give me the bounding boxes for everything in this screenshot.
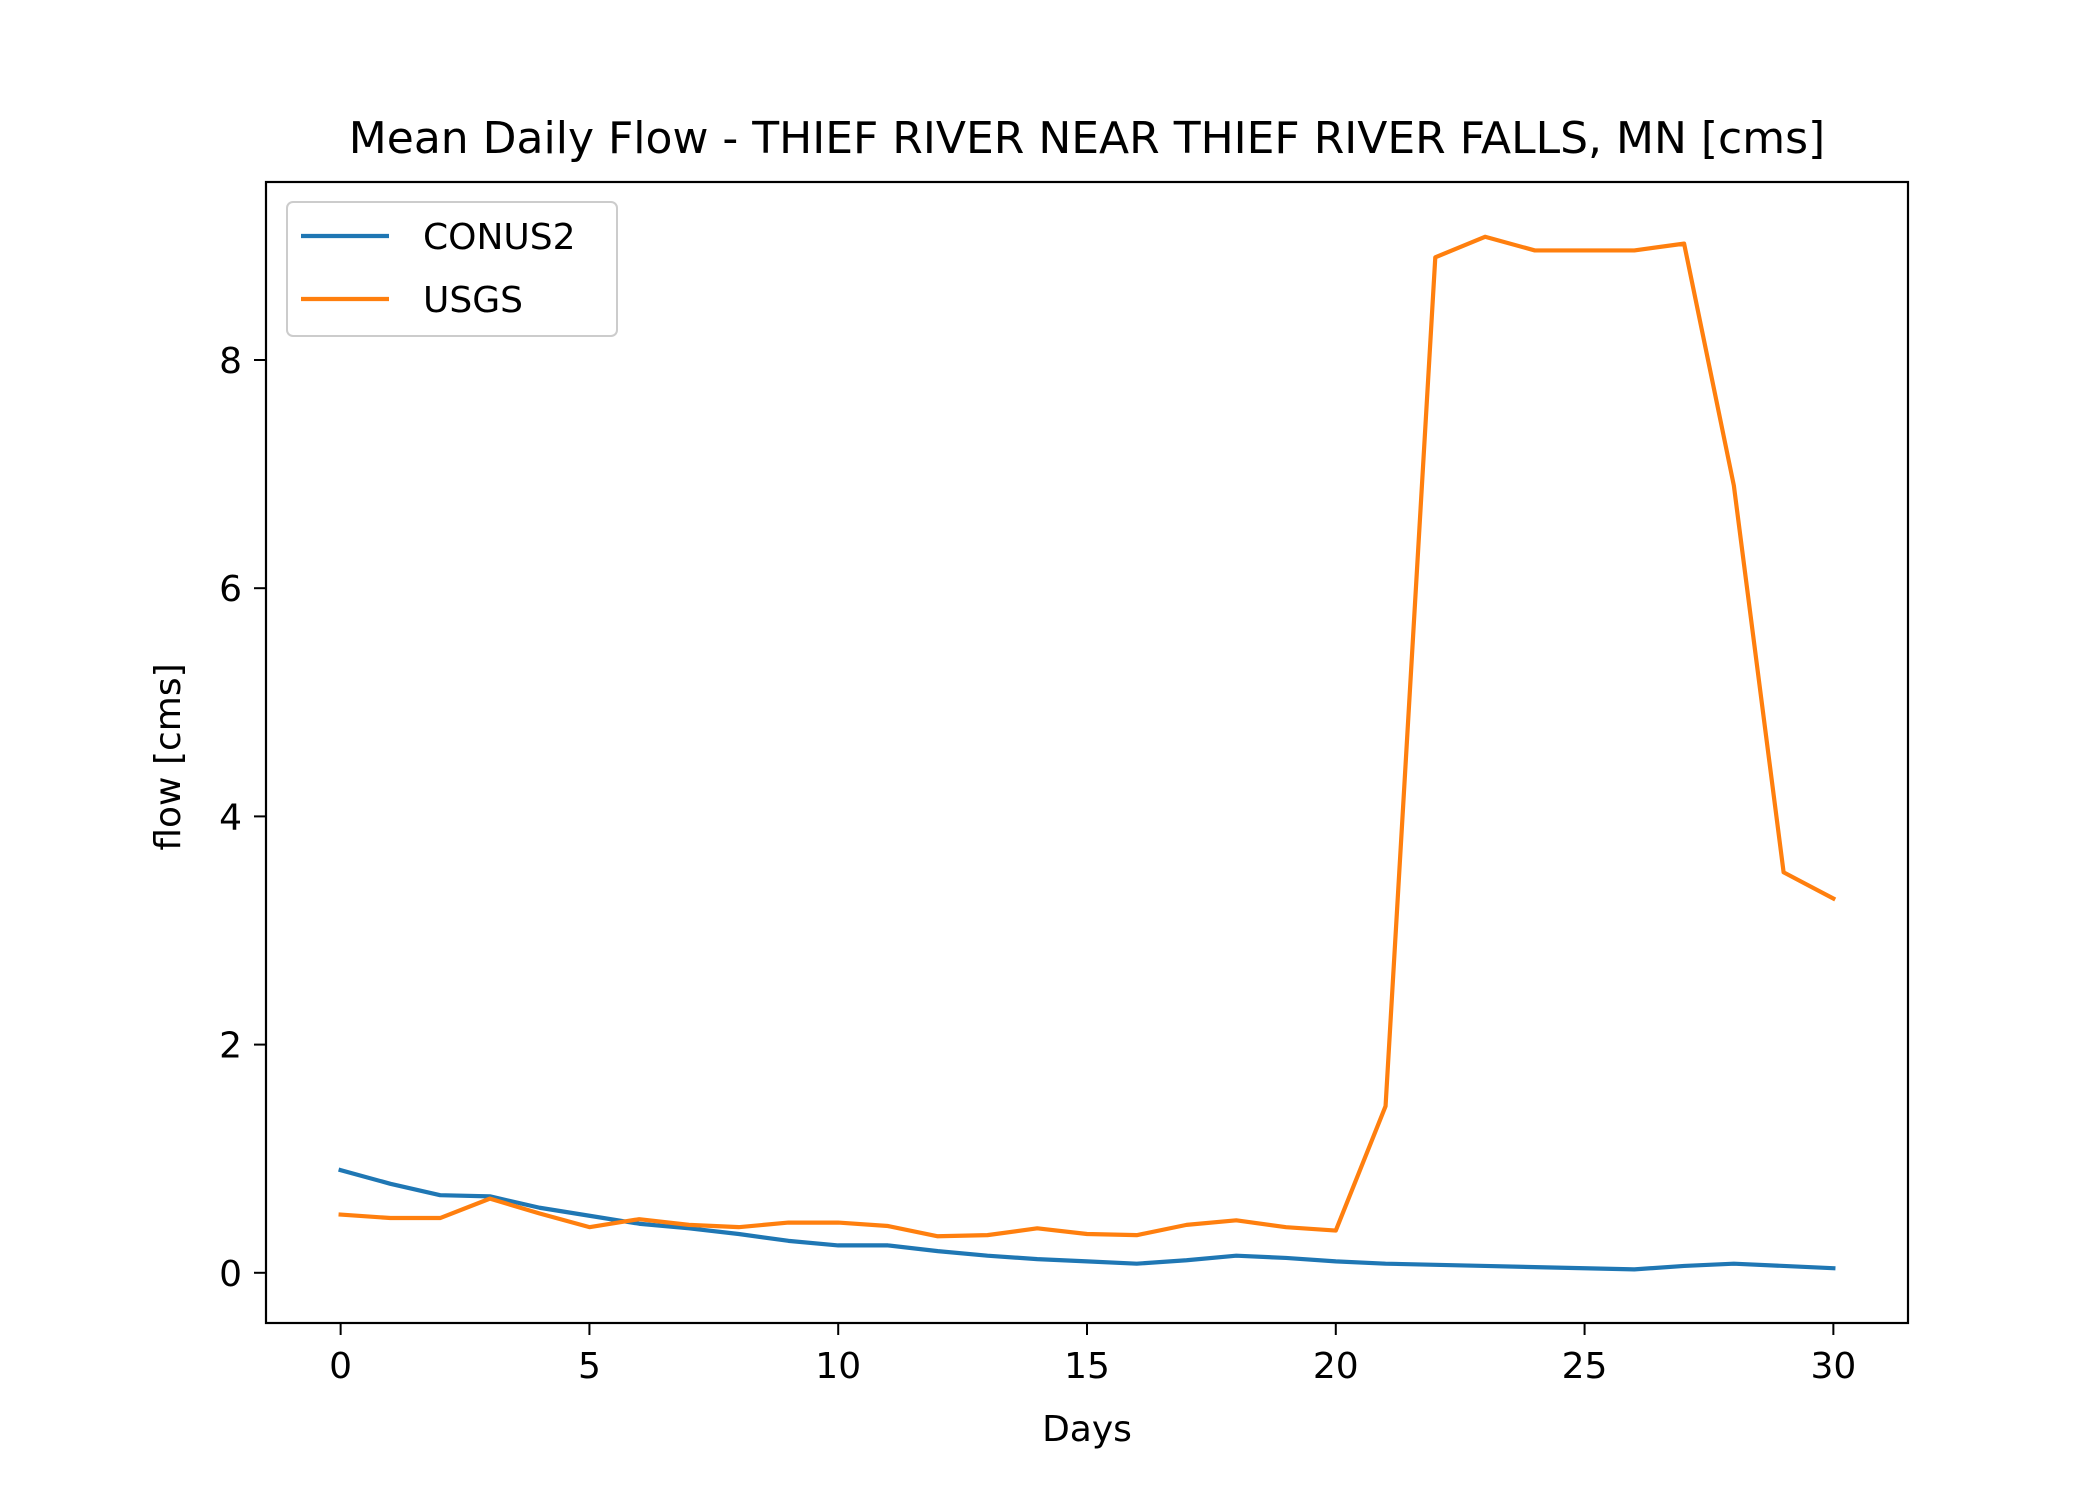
y-tick-label: 8 [219,341,242,382]
series-line-conus2 [338,1167,1836,1272]
x-tick-label: 25 [1562,1346,1608,1387]
plot-frame [264,180,1910,1325]
series-line-usgs [338,234,1837,1239]
x-tick-label: 0 [329,1346,352,1387]
x-axis: 0 5 10 15 20 25 30 [329,1323,1856,1387]
x-tick-label: 15 [1064,1346,1110,1387]
y-axis: 0 2 4 6 8 [219,341,266,1295]
y-tick-label: 6 [219,569,242,610]
y-tick-label: 2 [219,1026,242,1067]
chart-title: Mean Daily Flow - THIEF RIVER NEAR THIEF… [349,113,1825,164]
x-axis-label: Days [1042,1409,1132,1450]
x-tick-label: 5 [578,1346,601,1387]
x-tick-label: 20 [1313,1346,1359,1387]
legend-label-usgs: USGS [423,280,523,321]
y-tick-label: 4 [219,797,242,838]
y-axis-label: flow [cms] [148,663,189,850]
x-tick-label: 10 [815,1346,861,1387]
y-tick-label: 0 [219,1254,242,1295]
legend-label-conus2: CONUS2 [423,217,576,258]
plot-area [264,180,1910,1325]
x-tick-label: 30 [1810,1346,1856,1387]
legend: CONUS2 USGS [286,201,618,337]
